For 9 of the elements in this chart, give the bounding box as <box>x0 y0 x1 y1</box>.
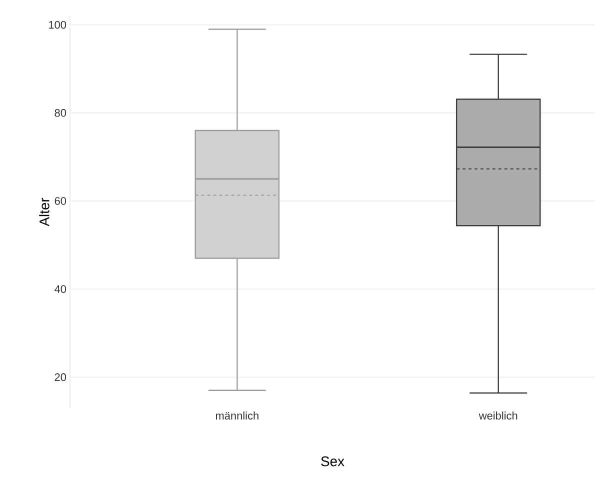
x-tick-label: männlich <box>216 412 258 420</box>
y-tick-label: 100 <box>49 20 66 29</box>
x-axis-title: Sex <box>321 456 344 466</box>
x-tick-label: weiblich <box>478 412 518 420</box>
y-tick-label: 60 <box>54 197 66 205</box>
y-tick-label: 80 <box>54 109 66 117</box>
y-tick-label: 40 <box>54 285 66 293</box>
y-axis-title: Alter <box>39 198 50 226</box>
y-tick-label: 20 <box>54 373 66 382</box>
